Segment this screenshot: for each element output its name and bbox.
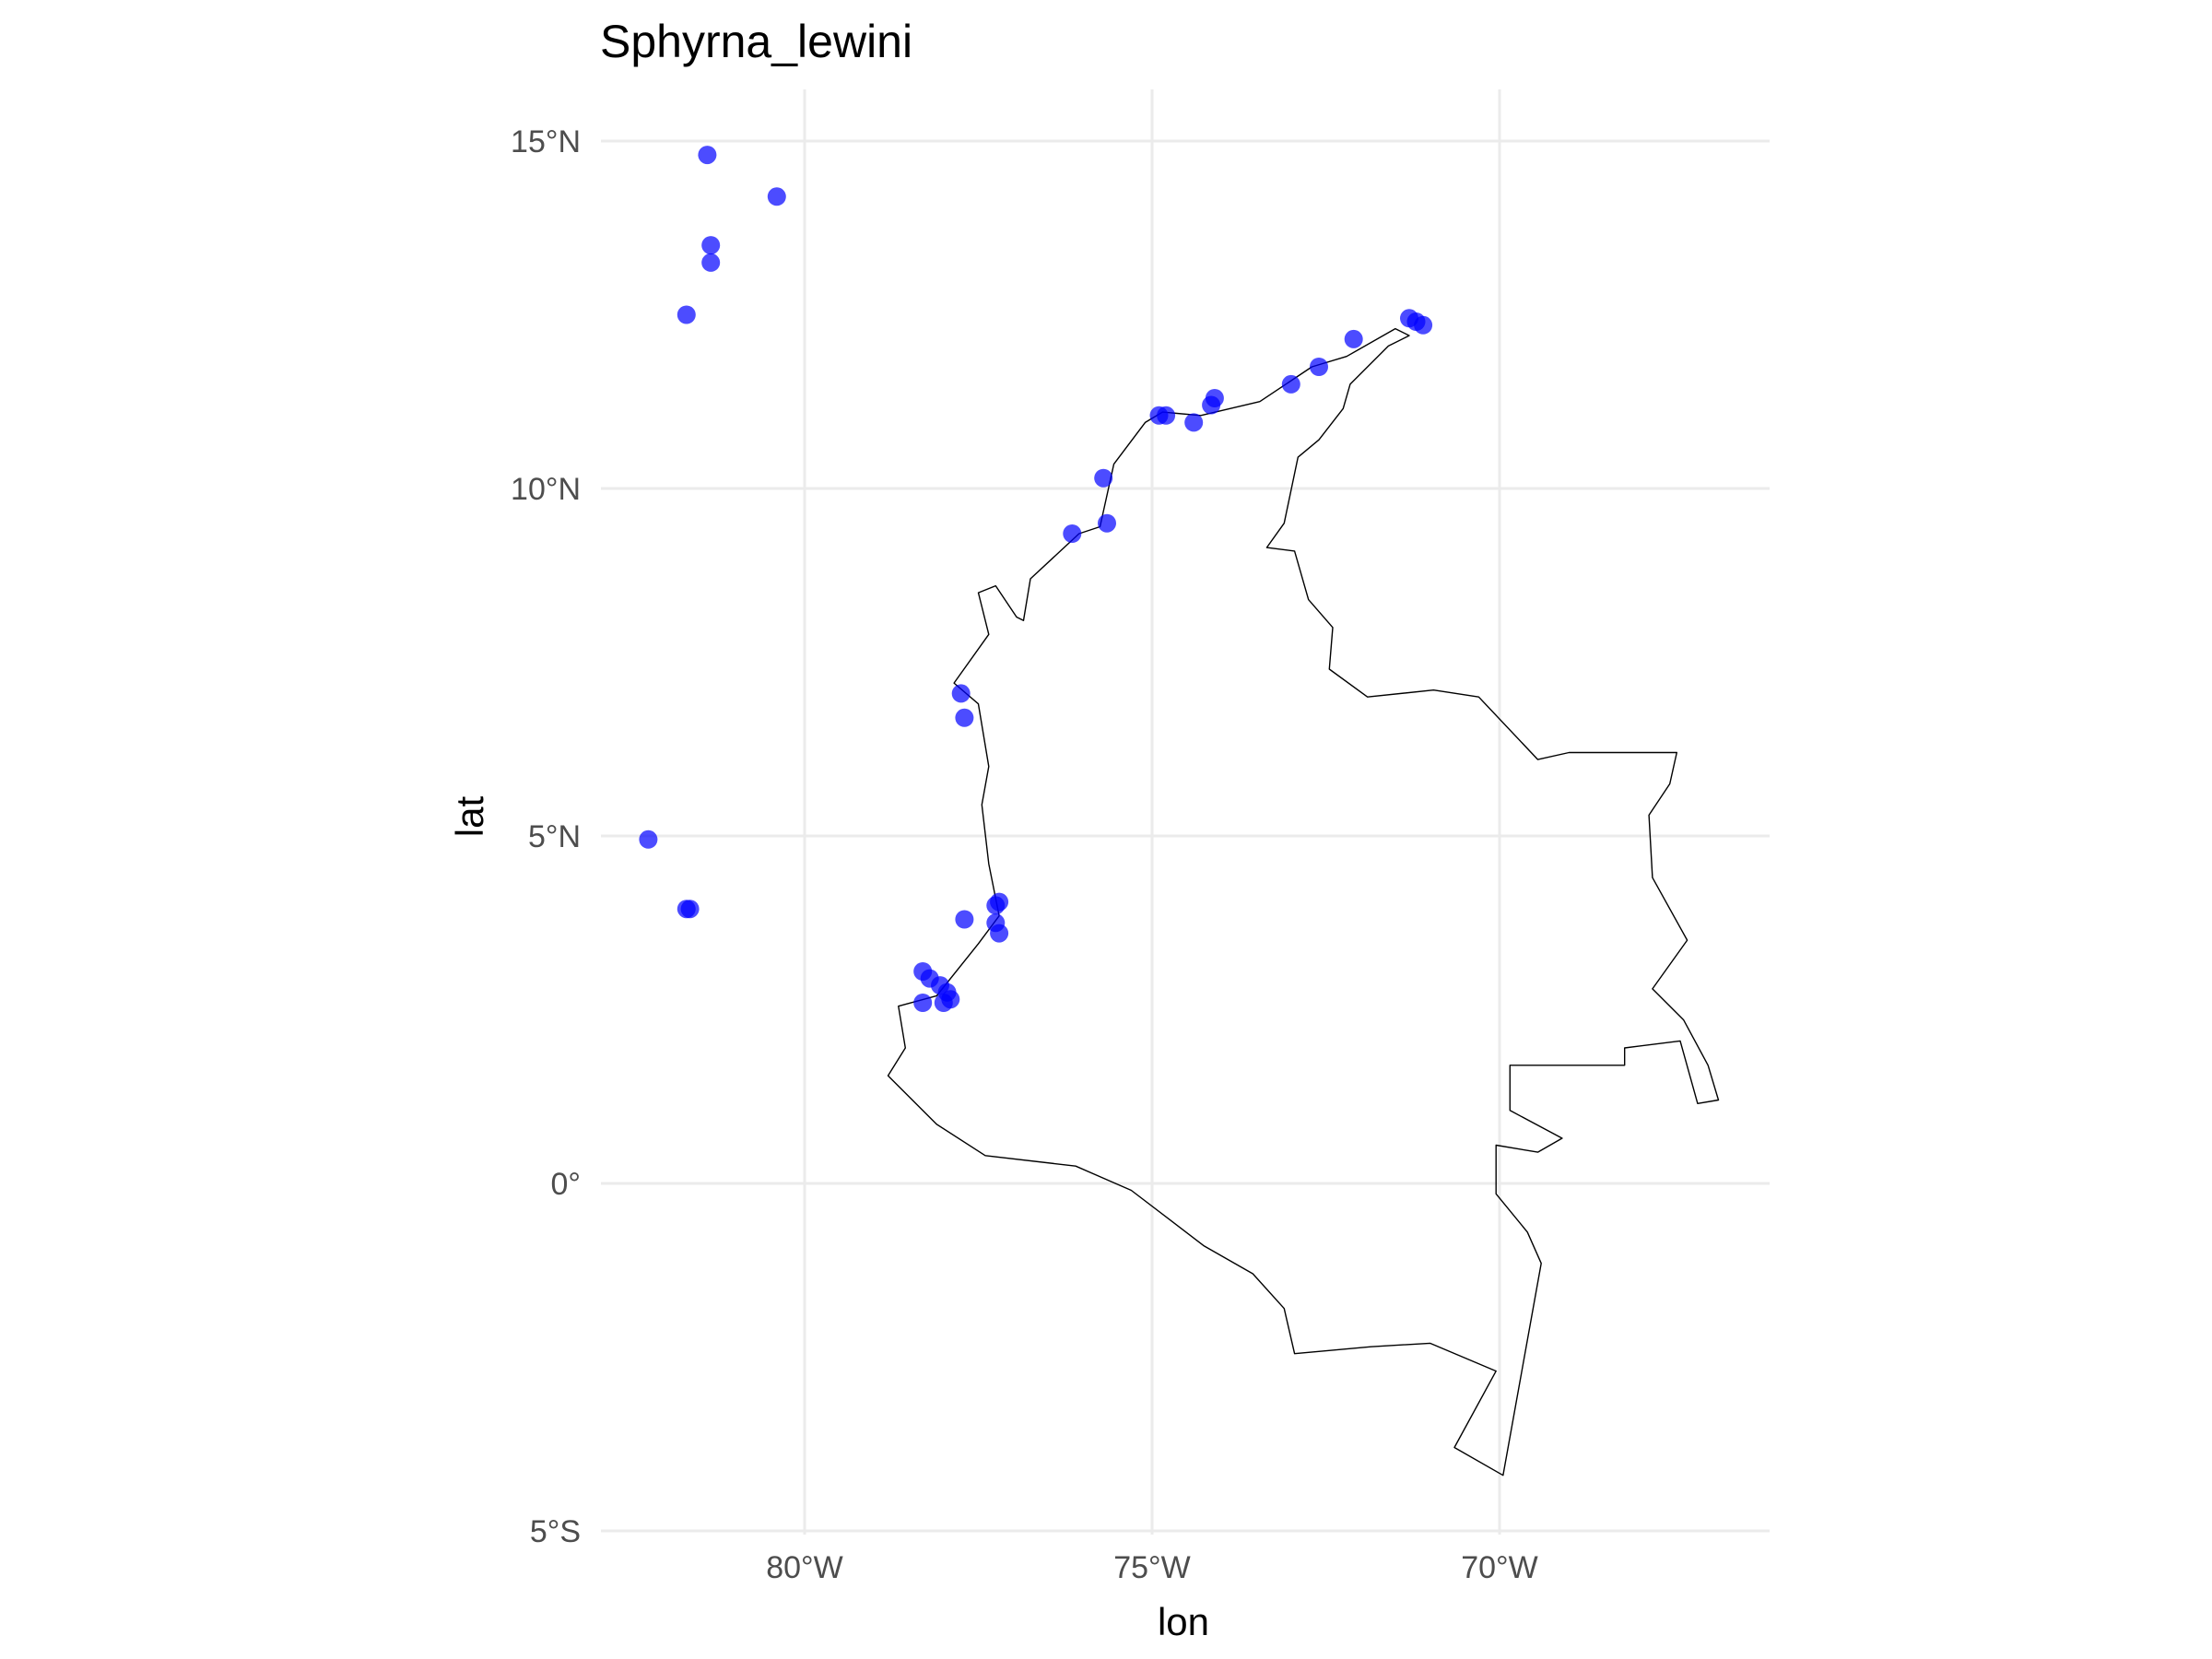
y-tick-label: 15°N	[511, 124, 581, 159]
occurrence-point	[701, 253, 721, 272]
occurrence-point	[1098, 513, 1116, 533]
occurrence-point	[1063, 524, 1082, 543]
occurrence-point	[680, 900, 700, 919]
occurrence-point	[1184, 413, 1204, 432]
occurrence-point	[1310, 358, 1328, 376]
occurrence-point	[913, 994, 933, 1012]
occurrence-point	[1202, 395, 1221, 415]
occurrence-point	[698, 146, 717, 165]
y-axis-ticks: 15°N 10°N 5°N 0° 5°S	[511, 124, 581, 1549]
x-tick-label: 80°W	[766, 1550, 843, 1585]
occurrence-point	[1157, 406, 1176, 425]
y-axis-title: lat	[448, 795, 491, 837]
x-axis-title: lon	[1158, 1600, 1209, 1643]
occurrence-point	[1414, 315, 1433, 335]
occurrence-point	[639, 830, 658, 849]
y-tick-label: 5°S	[530, 1514, 581, 1549]
occurrence-point	[955, 910, 974, 929]
y-tick-label: 10°N	[511, 472, 581, 507]
occurrence-point	[990, 892, 1009, 912]
occurrence-point	[1094, 468, 1113, 488]
occurrence-point	[767, 187, 786, 206]
occurrence-point	[1281, 374, 1300, 394]
x-axis-ticks: 80°W 75°W 70°W	[766, 1550, 1538, 1585]
occurrence-point	[951, 684, 971, 703]
x-tick-label: 75°W	[1113, 1550, 1191, 1585]
data-points	[639, 146, 1433, 1012]
occurrence-point	[1344, 329, 1363, 348]
chart-title: Sphyrna_lewini	[600, 16, 912, 67]
occurrence-point	[990, 924, 1009, 943]
country-outline	[887, 327, 1720, 1477]
occurrence-point	[677, 305, 696, 324]
occurrence-point	[955, 708, 974, 727]
y-tick-label: 5°N	[528, 819, 581, 854]
y-tick-label: 0°	[550, 1167, 581, 1202]
occurrence-point	[934, 994, 953, 1012]
x-tick-label: 70°W	[1461, 1550, 1538, 1585]
grid	[601, 89, 1770, 1535]
occurrence-point	[701, 236, 721, 255]
